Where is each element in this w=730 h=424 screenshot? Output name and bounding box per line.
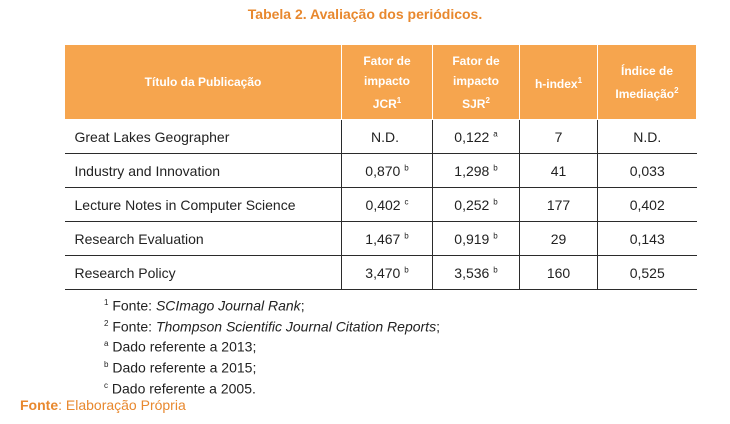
cell-title: Research Policy [64, 255, 342, 290]
cell-sjr: 3,536 b [432, 255, 520, 290]
header-immediacy-sup: 2 [674, 85, 679, 95]
header-immediacy: Índice de Imediação2 [597, 44, 697, 120]
source-text: : Elaboração Própria [58, 397, 186, 413]
cell-title: Industry and Innovation [64, 153, 342, 188]
footnote-mark: 1 [104, 298, 109, 307]
cell-h-index: 29 [519, 221, 598, 256]
header-sjr: Fator de impacto SJR2 [432, 44, 520, 120]
cell-sjr: 0,122 a [432, 119, 520, 154]
footnote: 1 Fonte: SCImago Journal Rank; [104, 294, 440, 315]
cell-jcr-sup: b [404, 264, 409, 274]
footnote-prefix: Fonte: [112, 318, 156, 335]
table-row: Lecture Notes in Computer Science 0,402 … [64, 187, 697, 222]
cell-immediacy: 0,525 [597, 255, 697, 290]
cell-jcr-value: 3,470 [365, 264, 401, 281]
footnote-prefix: Dado referente a 2005. [111, 380, 256, 397]
cell-jcr-value: 0,402 [365, 196, 401, 213]
footnote: c Dado referente a 2005. [104, 377, 440, 398]
footnote: b Dado referente a 2015; [104, 356, 440, 377]
cell-sjr-sup: b [493, 264, 498, 274]
cell-h-index: 7 [519, 119, 598, 154]
cell-immediacy: N.D. [597, 119, 697, 154]
footnote-prefix: Dado referente a 2013; [112, 338, 257, 355]
header-h-index-label: h-index [534, 76, 578, 91]
table-row: Research Evaluation 1,467 b 0,919 b 29 0… [64, 221, 697, 256]
footnote-mark: 2 [104, 318, 109, 328]
cell-jcr: 0,870 b [341, 153, 433, 188]
header-h-index-sup: 1 [577, 75, 583, 85]
cell-jcr-value: 1,467 [365, 230, 401, 247]
footnote: 2 Fonte: Thompson Scientific Journal Cit… [104, 315, 440, 336]
table-row: Research Policy 3,470 b 3,536 b 160 0,52… [64, 255, 697, 290]
cell-immediacy: 0,402 [597, 187, 697, 222]
cell-jcr: 1,467 b [341, 221, 433, 256]
header-sjr-line2: impacto [452, 73, 499, 88]
footnote-prefix: Fonte: [112, 297, 156, 314]
cell-title: Research Evaluation [64, 221, 342, 256]
footnote-mark: c [104, 380, 108, 390]
cell-sjr-sup: b [493, 162, 498, 172]
table-footnotes: 1 Fonte: SCImago Journal Rank; 2 Fonte: … [104, 294, 440, 397]
header-jcr-sup: 1 [396, 95, 402, 105]
footnote: a Dado referente a 2013; [104, 335, 440, 356]
header-jcr-line1: Fator de [363, 53, 411, 68]
cell-sjr-value: 0,919 [454, 230, 490, 247]
cell-sjr-sup: b [493, 230, 498, 240]
header-jcr-line3: JCR [372, 96, 397, 111]
table-caption: Tabela 2. Avaliação dos periódicos. [247, 6, 483, 22]
table-row: Industry and Innovation 0,870 b 1,298 b … [64, 153, 697, 188]
footnote-suffix: ; [436, 318, 440, 335]
header-sjr-sup: 2 [485, 95, 490, 105]
table-header-row: Título da Publicação Fator de impacto JC… [64, 44, 697, 120]
cell-title: Great Lakes Geographer [64, 119, 342, 154]
footnote-source-name: Thompson Scientific Journal Citation Rep… [155, 318, 437, 335]
source-label: Fonte [20, 397, 59, 413]
cell-jcr: 3,470 b [341, 255, 433, 290]
cell-h-index: 41 [519, 153, 598, 188]
footnote-mark: b [104, 359, 109, 369]
cell-sjr-value: 0,122 [454, 128, 490, 145]
header-immediacy-line2: Imediação [615, 86, 675, 101]
cell-sjr: 0,919 b [432, 221, 520, 256]
cell-immediacy: 0,143 [597, 221, 697, 256]
header-jcr-line2: impacto [363, 73, 410, 88]
cell-immediacy: 0,033 [597, 153, 697, 188]
header-sjr-line1: Fator de [452, 53, 500, 68]
cell-sjr-value: 0,252 [454, 196, 490, 213]
cell-jcr-value: 0,870 [365, 162, 401, 179]
footnote-mark: a [104, 339, 109, 349]
cell-jcr: 0,402 c [341, 187, 433, 222]
cell-sjr-value: 1,298 [454, 162, 490, 179]
source-line: Fonte: Elaboração Própria [20, 397, 186, 413]
cell-sjr: 1,298 b [432, 153, 520, 188]
table-row: Great Lakes Geographer N.D. 0,122 a 7 N.… [64, 119, 697, 154]
cell-sjr-sup: a [493, 128, 498, 138]
header-sjr-line3: SJR [462, 96, 486, 111]
cell-jcr-value: N.D. [371, 128, 400, 145]
cell-sjr-value: 3,536 [454, 264, 490, 281]
footnote-prefix: Dado referente a 2015; [112, 359, 257, 376]
header-immediacy-line1: Índice de [620, 63, 673, 78]
cell-sjr: 0,252 b [432, 187, 520, 222]
cell-sjr-sup: b [493, 196, 498, 206]
cell-title: Lecture Notes in Computer Science [64, 187, 342, 222]
cell-h-index: 177 [519, 187, 598, 222]
header-jcr: Fator de impacto JCR1 [341, 44, 433, 120]
cell-jcr-sup: b [404, 162, 409, 172]
cell-jcr-sup: b [404, 230, 409, 240]
footnote-source-name: SCImago Journal Rank [155, 297, 301, 314]
header-h-index: h-index1 [519, 44, 598, 120]
footnote-suffix: ; [300, 297, 305, 314]
journals-table: Título da Publicação Fator de impacto JC… [64, 44, 697, 290]
cell-h-index: 160 [519, 255, 598, 290]
cell-jcr: N.D. [341, 119, 433, 154]
header-title: Título da Publicação [64, 44, 342, 120]
cell-jcr-sup: c [404, 196, 409, 206]
